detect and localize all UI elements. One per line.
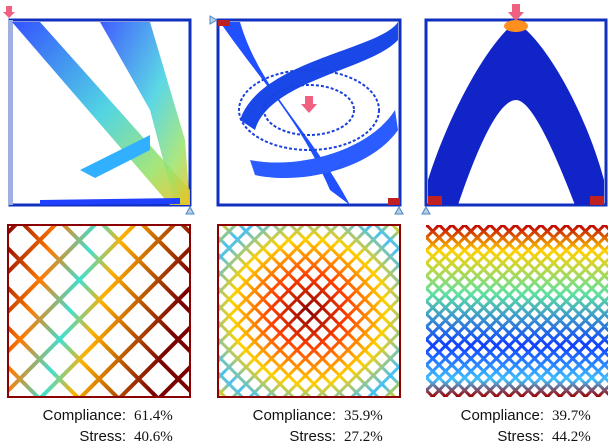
compliance-label: Compliance: <box>253 407 336 424</box>
stress-label: Stress: <box>289 428 336 445</box>
design-3 <box>422 4 606 214</box>
compliance-label: Compliance: <box>43 407 126 424</box>
lattice-3 <box>426 225 608 397</box>
compliance-label: Compliance: <box>461 407 544 424</box>
design-2 <box>210 16 403 214</box>
lattice-2 <box>218 225 400 397</box>
figure: Compliance: 61.4% Stress: 40.6% Compliance: 3… <box>0 0 608 448</box>
stress-value: 44.2% <box>552 429 591 445</box>
design-1 <box>3 6 194 214</box>
stress-value: 40.6% <box>134 429 173 445</box>
compliance-value: 35.9% <box>344 408 383 424</box>
compliance-value: 39.7% <box>552 408 591 424</box>
compliance-value: 61.4% <box>134 408 173 424</box>
stress-value: 27.2% <box>344 429 383 445</box>
lattice-1 <box>8 225 190 397</box>
stress-label: Stress: <box>497 428 544 445</box>
stress-label: Stress: <box>79 428 126 445</box>
